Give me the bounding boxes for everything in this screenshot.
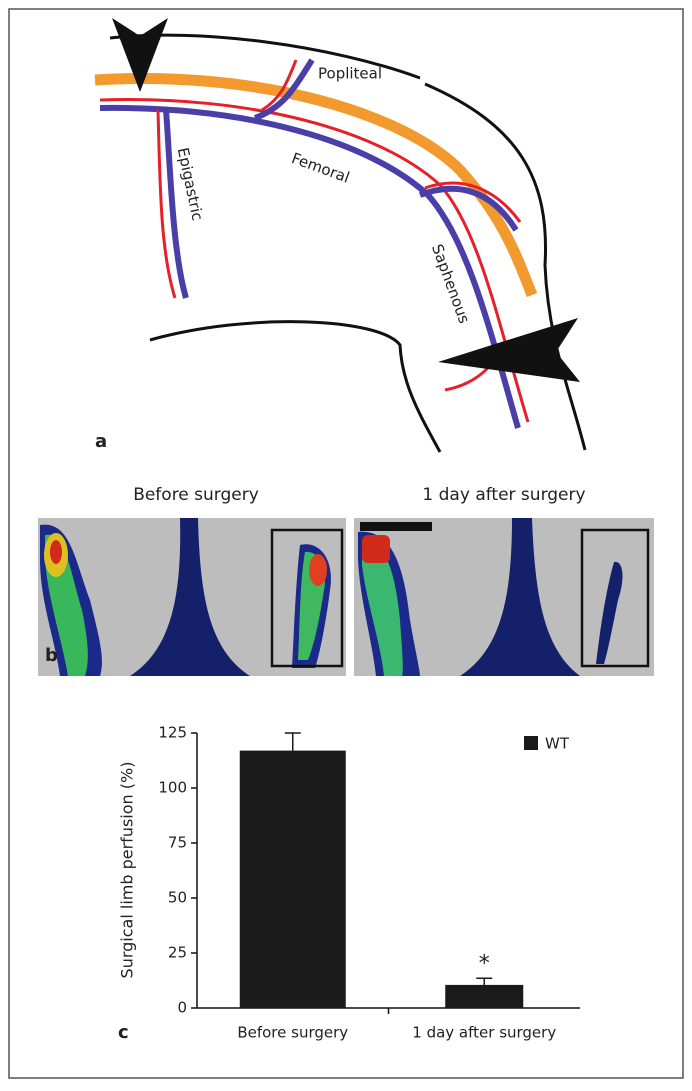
roi-box [270, 528, 344, 668]
vessel-label: Femoral [289, 149, 352, 187]
artery [261, 59, 298, 112]
roi-box [580, 528, 650, 668]
bar [445, 984, 524, 1008]
y-axis-label: Surgical limb perfusion (%) [118, 762, 137, 979]
y-tick-label: 100 [158, 779, 187, 797]
arrowhead [438, 318, 580, 382]
perfusion-image [38, 518, 346, 676]
image-title: Before surgery [133, 485, 259, 505]
vessel-signal [362, 535, 390, 563]
x-tick-label: 1 day after surgery [412, 1024, 556, 1042]
limb-outline [424, 82, 587, 451]
panel-label: a [95, 431, 107, 452]
image-title: 1 day after surgery [422, 485, 585, 505]
legend-swatch [524, 736, 538, 750]
y-tick-label: 75 [168, 834, 187, 852]
bar [239, 750, 346, 1008]
orange-vessel [94, 72, 538, 298]
vessel-label: Epigastric [174, 146, 207, 222]
artery [99, 98, 530, 423]
y-tick-label: 25 [168, 944, 187, 962]
y-tick-label: 50 [168, 889, 187, 907]
vein [253, 58, 315, 121]
vessel-label: Saphenous [428, 242, 473, 326]
arrowhead [112, 18, 168, 92]
legend-label: WT [545, 735, 570, 753]
vessel-signal [309, 554, 327, 586]
y-tick-label: 125 [158, 724, 187, 742]
panel-label: b [45, 645, 58, 666]
vessel-label: Popliteal [318, 65, 382, 83]
y-tick-label: 0 [177, 999, 187, 1017]
vein [418, 185, 519, 232]
vessel-signal [50, 540, 62, 564]
vessel-signal [460, 518, 580, 676]
perfusion-image [354, 518, 654, 676]
x-tick-label: Before surgery [237, 1024, 348, 1042]
error-bar [284, 732, 301, 751]
panel-label: c [118, 1022, 129, 1043]
artery [156, 109, 177, 299]
error-bar [476, 977, 493, 985]
annotation: * [479, 951, 490, 976]
artery [424, 181, 522, 223]
vessel-signal [362, 540, 403, 676]
limb-outline [149, 320, 442, 453]
vein [163, 109, 189, 299]
vessel-signal [596, 561, 623, 664]
vessel-signal [130, 518, 250, 676]
scale-bar [360, 522, 432, 531]
vessel-diagram [94, 18, 587, 453]
frame [8, 8, 684, 1079]
